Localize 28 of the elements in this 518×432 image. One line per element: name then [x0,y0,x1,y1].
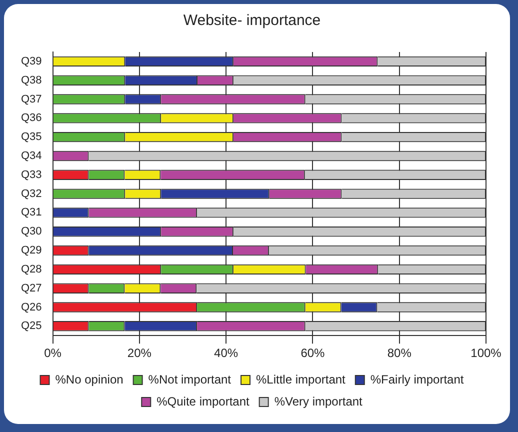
legend-label: %Quite important [156,394,250,408]
x-tick-label: 100% [470,346,502,360]
x-tick-label: 40% [214,346,238,360]
y-tick-label: Q38 [20,74,42,86]
y-tick-label: Q35 [20,131,42,144]
x-tick-label: 60% [300,346,326,360]
chart-title: Website- importance [183,12,321,30]
y-tick-label: Q29 [20,244,42,257]
y-tick-label: Q31 [20,206,42,219]
legend-label: %Not important [148,372,232,386]
y-tick-label: Q36 [20,112,42,124]
y-tick-label: Q39 [20,55,42,68]
y-tick-label: Q33 [20,168,42,181]
legend-label: %Fairly important [370,372,464,386]
legend-label: %Very important [274,394,364,408]
x-tick-label: 0% [44,346,62,360]
y-tick-label: Q27 [20,282,42,294]
y-tick-label: Q26 [20,301,42,314]
y-tick-label: Q28 [20,263,42,276]
y-tick-label: Q30 [20,226,42,238]
y-tick-label: Q34 [20,150,42,162]
y-tick-label: Q32 [20,188,42,200]
x-tick-label: 80% [387,346,412,360]
legend-label: %No opinion [55,372,124,386]
y-tick-label: Q25 [20,320,42,332]
legend-label: %Little important [256,372,346,386]
y-tick-label: Q37 [20,93,42,106]
x-tick-label: 20% [127,346,152,360]
